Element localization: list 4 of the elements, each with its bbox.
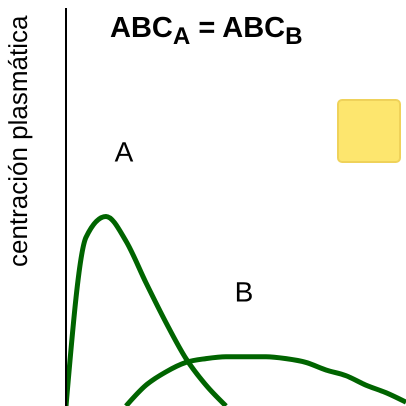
series-label: A xyxy=(114,136,134,168)
y-axis-title: centración plasmática xyxy=(3,15,34,267)
chart-title: ABC$_{A}$ = ABC$_{B}$ xyxy=(110,12,303,51)
series-label: B xyxy=(234,276,254,308)
